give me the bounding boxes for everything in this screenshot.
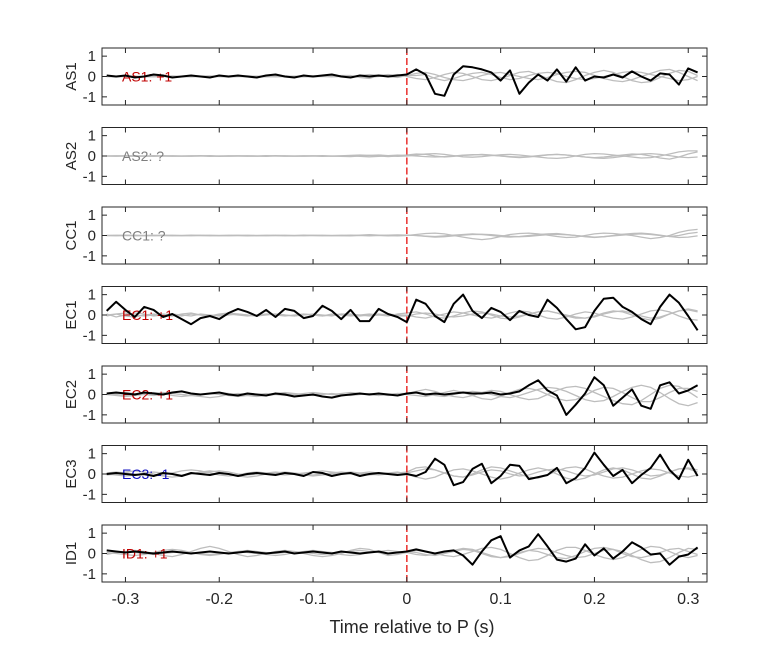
station-label: EC3 — [63, 459, 80, 488]
y-tick-label: 1 — [88, 446, 96, 463]
primary-trace-line — [106, 451, 699, 487]
y-tick-label: -1 — [83, 566, 96, 583]
y-tick-label: 0 — [88, 546, 96, 563]
y-tick-label: 1 — [88, 366, 96, 383]
y-tick-label: -1 — [83, 327, 96, 344]
polarity-annotation: AS2: ? — [122, 148, 164, 164]
background-trace-line — [106, 467, 698, 478]
x-tick-label: 0.2 — [583, 591, 605, 608]
y-tick-label: 0 — [88, 148, 96, 165]
y-tick-label: -1 — [83, 89, 96, 106]
station-label: AS1 — [63, 62, 80, 90]
y-tick-label: -1 — [83, 486, 96, 503]
x-tick-label: 0 — [402, 591, 411, 608]
station-label: EC2 — [63, 380, 80, 409]
background-traces — [106, 228, 698, 241]
y-tick-label: -1 — [83, 168, 96, 185]
x-tick-label: -0.2 — [205, 591, 233, 608]
station-label: EC1 — [63, 300, 80, 329]
x-tick-label: 0.1 — [490, 591, 512, 608]
x-axis: -0.3 -0.2 -0.1 0 0.1 0.2 0.3 — [112, 591, 700, 608]
panel-ec1: EC1: +1 -1 0 1 EC1 — [63, 286, 708, 344]
background-traces — [106, 466, 698, 481]
panel-ec2: EC2: +1 -1 0 1 EC2 — [63, 365, 708, 424]
station-label: AS2 — [63, 142, 80, 170]
y-tick-label: 1 — [88, 287, 96, 304]
y-tick-label: 0 — [88, 387, 96, 404]
primary-trace-line — [106, 65, 698, 97]
y-tick-label: -1 — [83, 248, 96, 265]
y-tick-label: 1 — [88, 128, 96, 145]
background-trace-line — [106, 152, 698, 160]
x-tick-label: -0.3 — [112, 591, 140, 608]
station-label: CC1 — [63, 220, 80, 250]
background-trace-line — [106, 231, 698, 239]
x-tick-label: 0.3 — [677, 591, 699, 608]
x-tick-label: -0.1 — [299, 591, 327, 608]
station-label: ID1 — [63, 542, 80, 565]
background-trace-line — [106, 309, 698, 321]
y-tick-label: 1 — [88, 207, 96, 224]
y-tick-label: 0 — [88, 228, 96, 245]
y-tick-label: -1 — [83, 407, 96, 424]
y-tick-label: 1 — [88, 48, 96, 65]
y-tick-label: 0 — [88, 466, 96, 483]
y-tick-label: 1 — [88, 525, 96, 542]
panel-as2: AS2: ? -1 0 1 AS2 — [63, 127, 708, 185]
primary-trace-line — [106, 376, 699, 416]
polarity-annotation: EC1: +1 — [122, 307, 173, 323]
polarity-annotation: CC1: ? — [122, 228, 166, 244]
background-traces — [106, 308, 698, 321]
background-traces — [106, 150, 698, 160]
x-axis-label: Time relative to P (s) — [329, 617, 494, 637]
y-tick-label: 0 — [88, 307, 96, 324]
primary-trace-line — [106, 293, 699, 331]
primary-trace-line — [106, 533, 699, 566]
panel-cc1: CC1: ? -1 0 1 CC1 — [63, 206, 708, 265]
y-tick-label: 0 — [88, 69, 96, 86]
polarity-annotation: EC2: +1 — [122, 387, 173, 403]
background-trace-line — [106, 545, 698, 562]
